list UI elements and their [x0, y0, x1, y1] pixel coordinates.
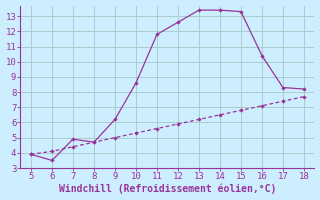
X-axis label: Windchill (Refroidissement éolien,°C): Windchill (Refroidissement éolien,°C)	[59, 184, 276, 194]
